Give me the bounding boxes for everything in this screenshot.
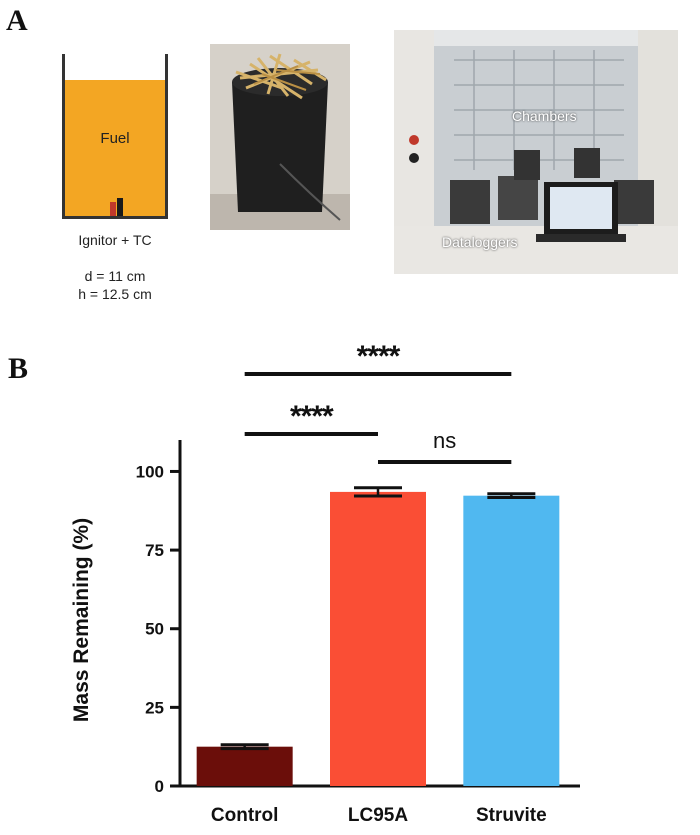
bar-lc95a: [330, 491, 426, 786]
fuel-fill: [65, 80, 165, 216]
height-label: h = 12.5 cm: [78, 286, 152, 302]
ignitor-icon: [110, 202, 116, 216]
y-tick-label: 75: [145, 541, 164, 560]
bar-struvite: [463, 495, 560, 786]
y-tick-label: 0: [155, 777, 164, 796]
panel-a-letter: A: [6, 4, 28, 37]
x-category-label: Struvite: [476, 805, 547, 826]
y-tick-label: 100: [136, 462, 164, 481]
x-category-label: LC95A: [348, 805, 408, 826]
fuel-label: Fuel: [100, 130, 130, 147]
diameter-label: d = 11 cm: [84, 268, 146, 284]
fuel-cup-schematic: Fuel: [62, 54, 168, 219]
significance-label: ****: [357, 340, 401, 373]
panel-b-letter: B: [8, 352, 29, 385]
photo-lab-setup: Chambers Dataloggers: [394, 30, 678, 274]
ignitor-label: Ignitor + TC: [78, 232, 152, 248]
chambers-label: Chambers: [512, 108, 577, 124]
y-tick-label: 50: [145, 620, 164, 639]
x-category-label: Control: [211, 805, 279, 826]
dataloggers-label: Dataloggers: [442, 234, 518, 250]
significance-label: ns: [433, 428, 456, 453]
photo-fuel-pot: [210, 44, 350, 230]
y-axis-title: Mass Remaining (%): [70, 518, 93, 722]
significance-label: ****: [290, 400, 334, 433]
bar-control: [196, 746, 293, 786]
y-tick-label: 25: [145, 698, 164, 717]
mass-remaining-bar-chart: 0 25 50 75 100 Control LC95A Struvite **** ****…: [70, 340, 580, 826]
thermocouple-icon: [117, 198, 123, 216]
